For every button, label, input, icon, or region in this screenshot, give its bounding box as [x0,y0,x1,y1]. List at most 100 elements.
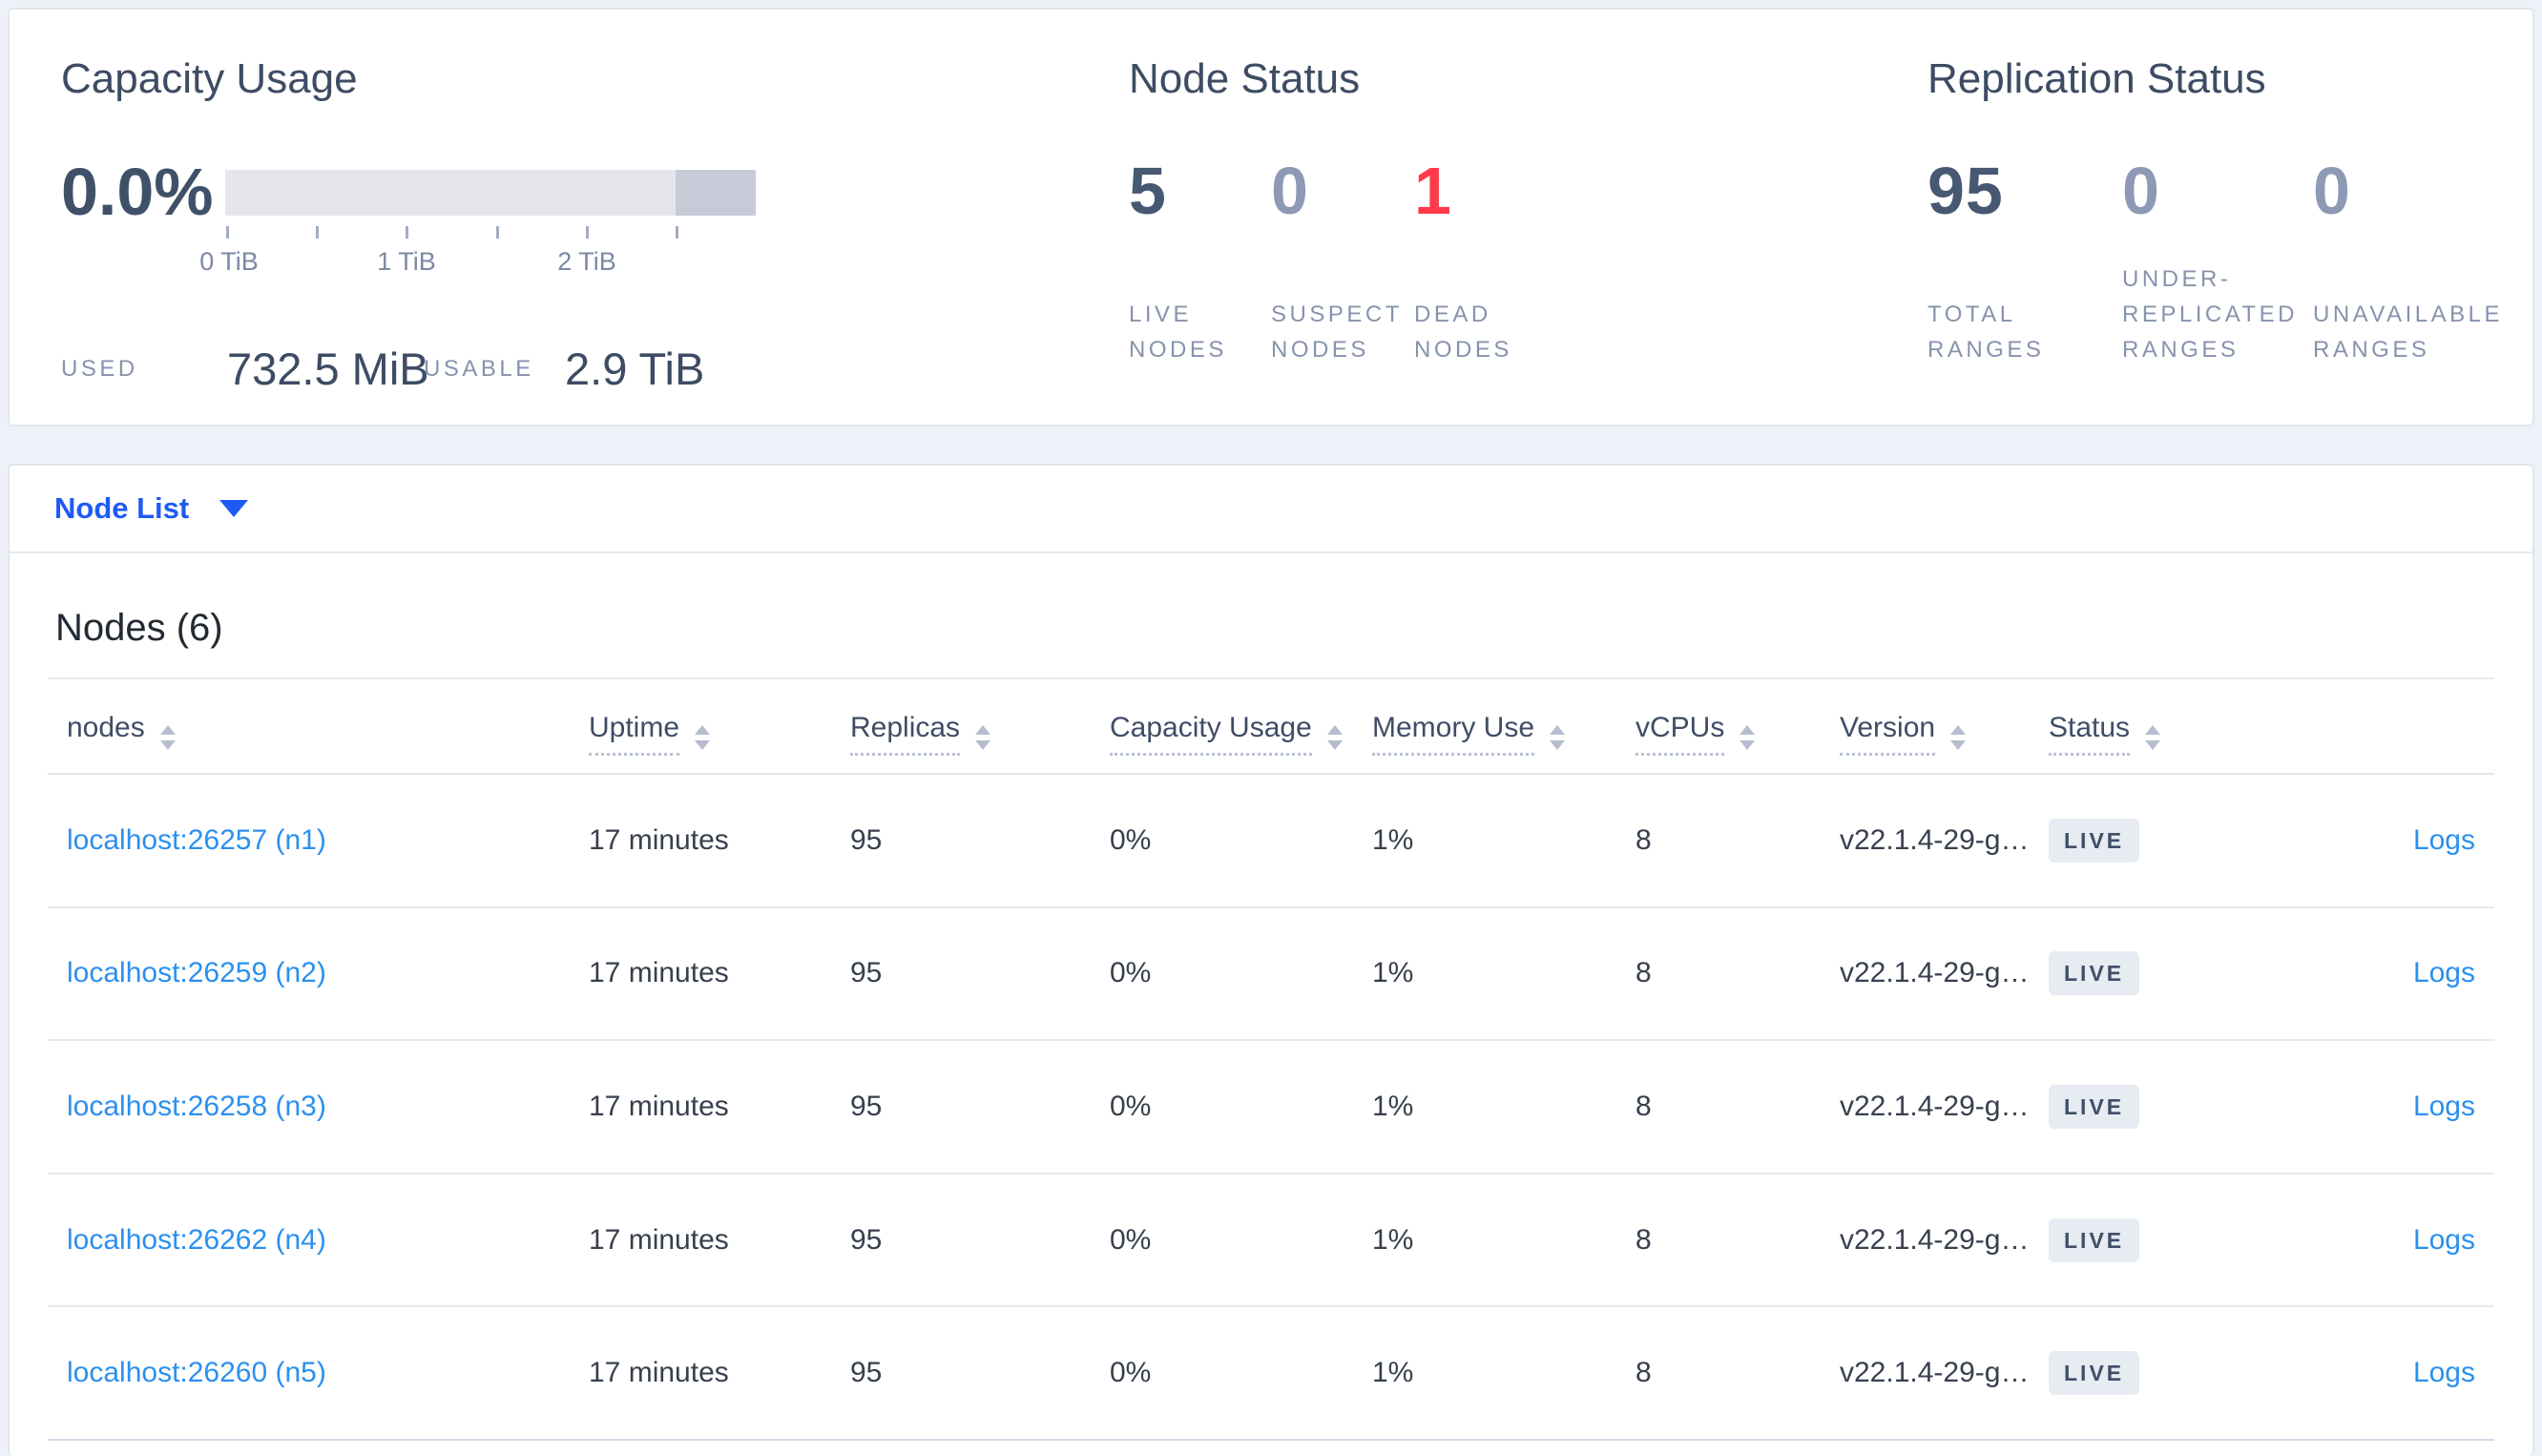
capacity-usage-section: Capacity Usage 0.0% 0 TiB 1 TiB 2 TiB US… [61,10,1073,425]
nodes-table-header: nodes Uptime Replicas Capacity Usage Mem… [48,679,2494,775]
version-cell: v22.1.4-29-g… [1840,1223,2030,1256]
used-label: USED [61,356,138,382]
column-header-replicas[interactable]: Replicas [850,712,1110,756]
total-ranges-stat: 95 TOTAL RANGES [1927,10,2118,425]
live-nodes-count: 5 [1129,154,1167,228]
status-cell: LIVE [2049,951,2292,996]
table-row: localhost:26259 (n2) 17 minutes 95 0% 1%… [48,908,2494,1042]
unavailable-ranges-count: 0 [2313,154,2351,228]
node-link[interactable]: localhost:26260 (n5) [67,1357,326,1389]
node-link[interactable]: localhost:26257 (n1) [67,823,326,856]
status-cell: LIVE [2049,1351,2292,1396]
sort-arrows-icon [159,725,176,750]
memory-use-cell: 1% [1372,1090,1414,1122]
dead-nodes-label: DEAD NODES [1414,302,1512,363]
status-badge: LIVE [2049,1351,2140,1396]
version-cell: v22.1.4-29-g… [1840,1357,2030,1389]
version-cell: v22.1.4-29-g… [1840,1090,2030,1122]
capacity-usage-cell: 0% [1110,1090,1152,1122]
status-cell: LIVE [2049,1084,2292,1129]
replication-status-title: Replication Status [1927,55,2266,102]
column-header-capacity-usage[interactable]: Capacity Usage [1110,712,1372,756]
replicas-cell: 95 [850,823,883,856]
capacity-bar-track [225,170,756,216]
dead-nodes-stat: 1 DEAD NODES [1414,10,1567,425]
column-header-memory-use[interactable]: Memory Use [1372,712,1636,756]
column-header-version[interactable]: Version [1840,712,2049,756]
logs-link[interactable]: Logs [2412,957,2475,989]
cluster-overview-panel: Capacity Usage 0.0% 0 TiB 1 TiB 2 TiB US… [8,8,2534,426]
status-cell: LIVE [2049,818,2292,863]
tick-label: 0 TiB [199,247,259,276]
column-header-uptime[interactable]: Uptime [589,712,850,756]
logs-cell: Logs [2292,824,2475,857]
replicas-cell: 95 [850,1090,883,1122]
column-header-vcpus[interactable]: vCPUs [1636,712,1840,756]
capacity-usage-cell: 0% [1110,957,1152,989]
table-row: localhost:26257 (n1) 17 minutes 95 0% 1%… [48,775,2494,908]
nodes-table-title: Nodes (6) [55,607,223,649]
node-list-dropdown[interactable]: Node List [54,491,249,526]
memory-use-cell: 1% [1372,1357,1414,1389]
sort-arrows-icon [695,725,711,750]
suspect-nodes-label: SUSPECT NODES [1271,302,1403,363]
node-link[interactable]: localhost:26262 (n4) [67,1223,326,1256]
uptime-cell: 17 minutes [589,1357,729,1389]
unavailable-ranges-label: UNAVAILABLE RANGES [2313,302,2504,363]
vcpus-cell: 8 [1636,823,1652,856]
live-nodes-label: LIVE NODES [1129,302,1227,363]
tick-mark [586,226,589,239]
tick-mark [316,226,319,239]
tick-label: 1 TiB [377,247,436,276]
under-replicated-ranges-stat: 0 UNDER-REPLICATED RANGES [2122,10,2313,425]
usable-label: USABLE [424,356,534,382]
sort-arrows-icon [2145,725,2161,750]
sort-arrows-icon [975,725,991,750]
memory-use-cell: 1% [1372,957,1414,989]
chevron-down-icon [219,500,249,517]
version-cell: v22.1.4-29-g… [1840,823,2030,856]
node-list-dropdown-label: Node List [54,491,190,525]
status-cell: LIVE [2049,1217,2292,1262]
capacity-bar-ticks [225,226,756,239]
capacity-usage-cell: 0% [1110,1223,1152,1256]
logs-link[interactable]: Logs [2412,1223,2475,1256]
column-header-status[interactable]: Status [2049,712,2292,756]
logs-cell: Logs [2292,1091,2475,1123]
tick-mark [676,226,678,239]
replicas-cell: 95 [850,1223,883,1256]
node-link[interactable]: localhost:26259 (n2) [67,957,326,989]
vcpus-cell: 8 [1636,957,1652,989]
uptime-cell: 17 minutes [589,1223,729,1256]
tick-mark [226,226,229,239]
sort-arrows-icon [1740,725,1756,750]
memory-use-cell: 1% [1372,1223,1414,1256]
suspect-nodes-stat: 0 SUSPECT NODES [1271,10,1414,425]
table-row: localhost:26258 (n3) 17 minutes 95 0% 1%… [48,1041,2494,1175]
node-link[interactable]: localhost:26258 (n3) [67,1090,326,1122]
version-cell: v22.1.4-29-g… [1840,957,2030,989]
unavailable-ranges-stat: 0 UNAVAILABLE RANGES [2313,10,2531,425]
logs-link[interactable]: Logs [2412,1357,2475,1389]
uptime-cell: 17 minutes [589,957,729,989]
nodes-table-container: Nodes (6) nodes Uptime Replicas Capacity… [48,601,2494,1441]
live-nodes-stat: 5 LIVE NODES [1129,10,1271,425]
status-badge: LIVE [2049,1084,2140,1129]
column-header-nodes[interactable]: nodes [67,712,589,750]
capacity-bar-reserved-segment [676,170,756,216]
logs-link[interactable]: Logs [2412,823,2475,856]
sort-arrows-icon [1326,725,1343,750]
tick-mark [406,226,408,239]
capacity-usage-title: Capacity Usage [61,55,358,102]
tick-label: 2 TiB [557,247,616,276]
logs-link[interactable]: Logs [2412,1090,2475,1122]
suspect-nodes-count: 0 [1271,154,1309,228]
sort-arrows-icon [1950,725,1967,750]
replication-status-section: Replication Status 95 TOTAL RANGES 0 UND… [1920,10,2531,425]
dead-nodes-count: 1 [1414,154,1452,228]
status-badge: LIVE [2049,818,2140,863]
uptime-cell: 17 minutes [589,1090,729,1122]
usable-value: 2.9 TiB [565,343,705,394]
total-ranges-count: 95 [1927,154,2004,228]
memory-use-cell: 1% [1372,823,1414,856]
